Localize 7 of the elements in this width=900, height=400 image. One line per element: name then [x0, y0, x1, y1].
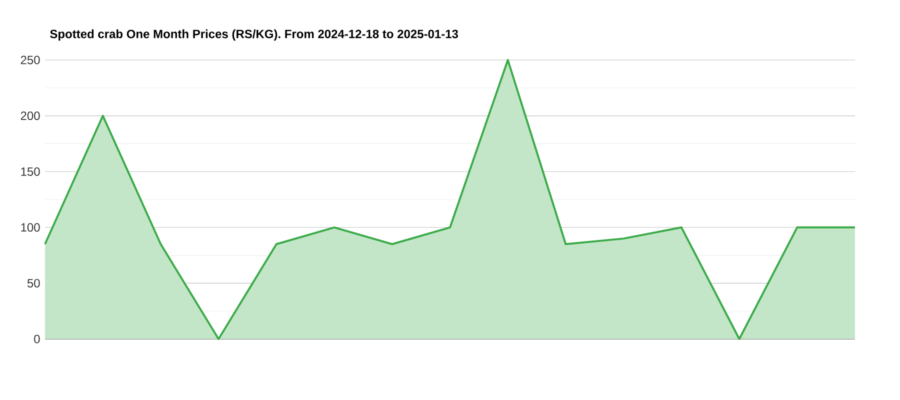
- y-tick-label: 150: [21, 167, 40, 176]
- chart-title: Spotted crab One Month Prices (RS/KG). From 2024-12-18 to 2025-01-13: [50, 29, 458, 41]
- y-tick-label: 100: [21, 223, 40, 232]
- y-tick-label: 200: [20, 112, 40, 120]
- y-tick-label: 250: [20, 56, 40, 64]
- y-tick-label: 50: [27, 278, 40, 288]
- y-tick-label: 0: [34, 334, 40, 344]
